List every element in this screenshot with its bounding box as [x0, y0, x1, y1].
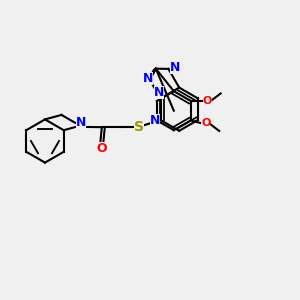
Text: S: S	[134, 120, 144, 134]
Text: O: O	[97, 142, 107, 155]
Text: N: N	[154, 86, 164, 99]
Text: N: N	[143, 72, 153, 85]
Text: N: N	[76, 116, 86, 129]
Text: O: O	[202, 96, 212, 106]
Text: N: N	[150, 113, 160, 127]
Text: O: O	[201, 118, 210, 128]
Text: N: N	[170, 61, 180, 74]
